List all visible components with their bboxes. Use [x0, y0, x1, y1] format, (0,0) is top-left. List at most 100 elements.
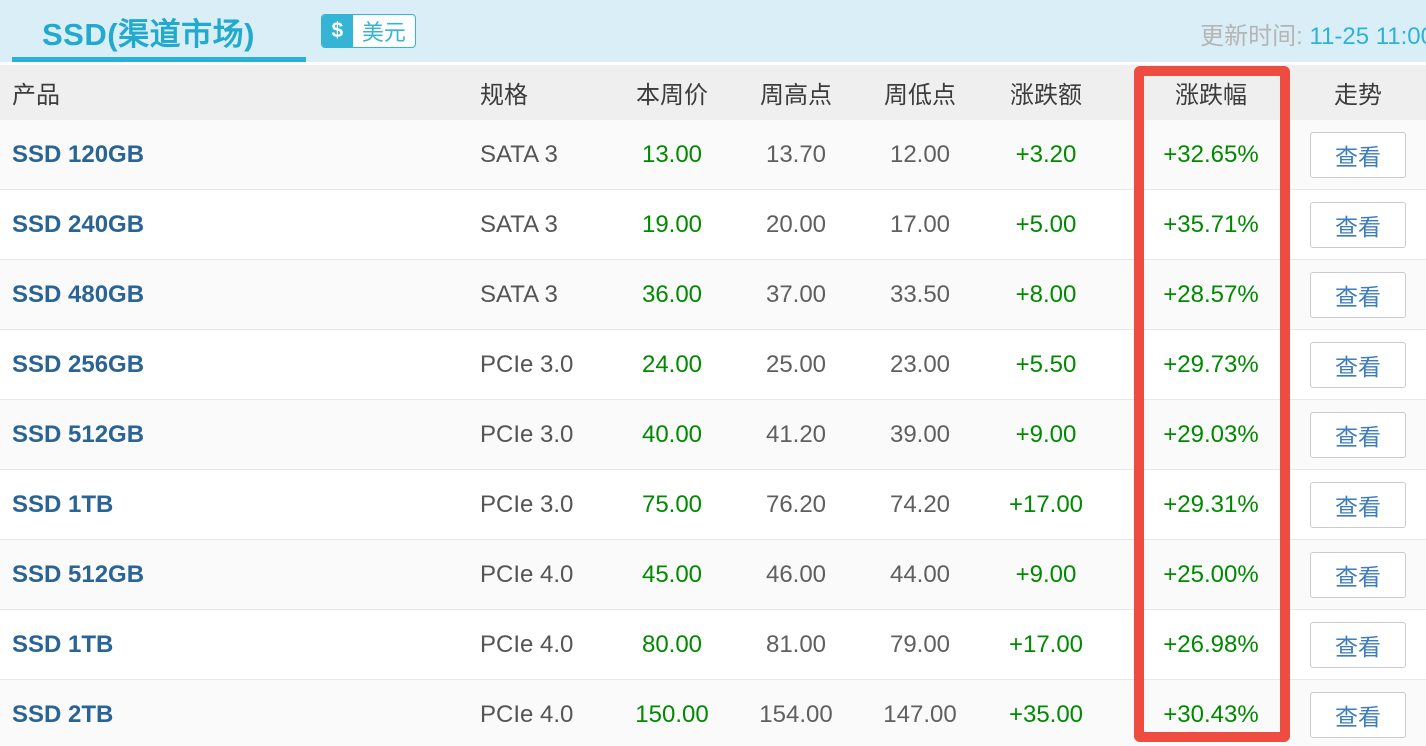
product-link[interactable]: SSD 1TB [12, 490, 114, 518]
product-link[interactable]: SSD 480GB [12, 280, 145, 308]
column-header-5: 涨跌额 [1010, 82, 1082, 109]
column-header-1: 规格 [480, 82, 528, 109]
table-row: SSD 512GB PCIe 4.0 45.00 46.00 44.00 +9.… [0, 540, 1426, 610]
change-amount-cell: +9.00 [1015, 420, 1077, 448]
week-price-cell: 24.00 [641, 350, 703, 378]
week-low-cell: 17.00 [889, 210, 951, 238]
spec-cell: PCIe 3.0 [480, 350, 574, 378]
week-low-cell: 39.00 [889, 420, 951, 448]
column-header-0: 产品 [12, 82, 60, 109]
product-link[interactable]: SSD 512GB [12, 420, 145, 448]
week-price-cell: 40.00 [641, 420, 703, 448]
product-link[interactable]: SSD 256GB [12, 350, 145, 378]
table-row: SSD 480GB SATA 3 36.00 37.00 33.50 +8.00… [0, 260, 1426, 330]
week-high-cell: 25.00 [765, 350, 827, 378]
change-amount-cell: +5.50 [1015, 350, 1077, 378]
spec-cell: SATA 3 [480, 210, 558, 238]
update-time-value: 11-25 11:00 [1309, 23, 1426, 50]
update-time-label: 更新时间: [1200, 23, 1303, 50]
week-price-cell: 80.00 [641, 630, 703, 658]
week-high-cell: 37.00 [765, 280, 827, 308]
product-link[interactable]: SSD 240GB [12, 210, 145, 238]
column-header-6: 涨跌幅 [1175, 82, 1247, 109]
change-percent-cell: +25.00% [1163, 560, 1259, 588]
change-amount-cell: +17.00 [1008, 630, 1084, 658]
week-high-cell: 81.00 [765, 630, 827, 658]
view-button[interactable]: 查看 [1310, 131, 1406, 178]
change-amount-cell: +8.00 [1015, 280, 1077, 308]
change-amount-cell: +3.20 [1015, 140, 1077, 168]
spec-cell: SATA 3 [480, 140, 558, 168]
currency-toggle[interactable]: $ 美元 [320, 14, 416, 48]
week-high-cell: 13.70 [765, 140, 827, 168]
view-button[interactable]: 查看 [1310, 691, 1406, 738]
product-link[interactable]: SSD 512GB [12, 560, 145, 588]
week-low-cell: 33.50 [889, 280, 951, 308]
column-header-4: 周低点 [884, 82, 956, 109]
spec-cell: PCIe 4.0 [480, 700, 574, 728]
spec-cell: SATA 3 [480, 280, 558, 308]
week-price-cell: 13.00 [641, 140, 703, 168]
week-high-cell: 20.00 [765, 210, 827, 238]
view-button[interactable]: 查看 [1310, 411, 1406, 458]
page-title: SSD(渠道市场) [42, 16, 255, 52]
week-low-cell: 74.20 [889, 490, 951, 518]
spec-cell: PCIe 4.0 [480, 560, 574, 588]
table-row: SSD 120GB SATA 3 13.00 13.70 12.00 +3.20… [0, 120, 1426, 190]
currency-label: 美元 [361, 20, 406, 45]
table-row: SSD 2TB PCIe 4.0 150.00 154.00 147.00 +3… [0, 680, 1426, 746]
view-button[interactable]: 查看 [1310, 201, 1406, 248]
week-price-cell: 45.00 [641, 560, 703, 588]
week-low-cell: 12.00 [889, 140, 951, 168]
table-row: SSD 1TB PCIe 3.0 75.00 76.20 74.20 +17.0… [0, 470, 1426, 540]
week-low-cell: 44.00 [889, 560, 951, 588]
week-high-cell: 41.20 [765, 420, 827, 448]
change-amount-cell: +9.00 [1015, 560, 1077, 588]
column-header-2: 本周价 [636, 82, 708, 109]
table-row: SSD 240GB SATA 3 19.00 20.00 17.00 +5.00… [0, 190, 1426, 260]
table-row: SSD 256GB PCIe 3.0 24.00 25.00 23.00 +5.… [0, 330, 1426, 400]
change-percent-cell: +29.73% [1163, 350, 1259, 378]
week-price-cell: 150.00 [635, 700, 709, 728]
view-button[interactable]: 查看 [1310, 341, 1406, 388]
product-link[interactable]: SSD 120GB [12, 140, 145, 168]
spec-cell: PCIe 3.0 [480, 420, 574, 448]
change-amount-cell: +35.00 [1008, 700, 1084, 728]
week-low-cell: 23.00 [889, 350, 951, 378]
change-percent-cell: +29.03% [1163, 420, 1259, 448]
week-price-cell: 19.00 [641, 210, 703, 238]
change-percent-cell: +29.31% [1163, 490, 1259, 518]
column-header-7: 走势 [1334, 82, 1382, 109]
change-percent-cell: +35.71% [1163, 210, 1259, 238]
change-percent-cell: +26.98% [1163, 630, 1259, 658]
week-low-cell: 147.00 [883, 700, 957, 728]
change-amount-cell: +5.00 [1015, 210, 1077, 238]
column-header-3: 周高点 [760, 82, 832, 109]
view-button[interactable]: 查看 [1310, 271, 1406, 318]
spec-cell: PCIe 4.0 [480, 630, 574, 658]
week-low-cell: 79.00 [889, 630, 951, 658]
week-price-cell: 75.00 [641, 490, 703, 518]
change-percent-cell: +28.57% [1163, 280, 1259, 308]
view-button[interactable]: 查看 [1310, 481, 1406, 528]
view-button[interactable]: 查看 [1310, 551, 1406, 598]
table-row: SSD 1TB PCIe 4.0 80.00 81.00 79.00 +17.0… [0, 610, 1426, 680]
week-high-cell: 46.00 [765, 560, 827, 588]
update-time: 更新时间: 11-25 11:00 [1200, 16, 1426, 51]
dollar-icon: $ [321, 15, 353, 47]
product-link[interactable]: SSD 2TB [12, 700, 114, 728]
table-body: SSD 120GB SATA 3 13.00 13.70 12.00 +3.20… [0, 120, 1426, 746]
change-percent-cell: +32.65% [1163, 140, 1259, 168]
week-high-cell: 154.00 [759, 700, 833, 728]
change-percent-cell: +30.43% [1163, 700, 1259, 728]
change-amount-cell: +17.00 [1008, 490, 1084, 518]
table-header-row: 产品 规格 本周价 周高点 周低点 涨跌额 涨跌幅 走势 [0, 62, 1426, 120]
product-link[interactable]: SSD 1TB [12, 630, 114, 658]
active-tab-underline [12, 57, 306, 62]
week-high-cell: 76.20 [765, 490, 827, 518]
table-row: SSD 512GB PCIe 3.0 40.00 41.20 39.00 +9.… [0, 400, 1426, 470]
price-table: 产品 规格 本周价 周高点 周低点 涨跌额 涨跌幅 走势 SSD 120GB SATA 3 1… [0, 62, 1426, 746]
top-band: SSD(渠道市场) $ 美元 更新时间: 11-25 11:00 [0, 0, 1426, 62]
view-button[interactable]: 查看 [1310, 621, 1406, 668]
week-price-cell: 36.00 [641, 280, 703, 308]
